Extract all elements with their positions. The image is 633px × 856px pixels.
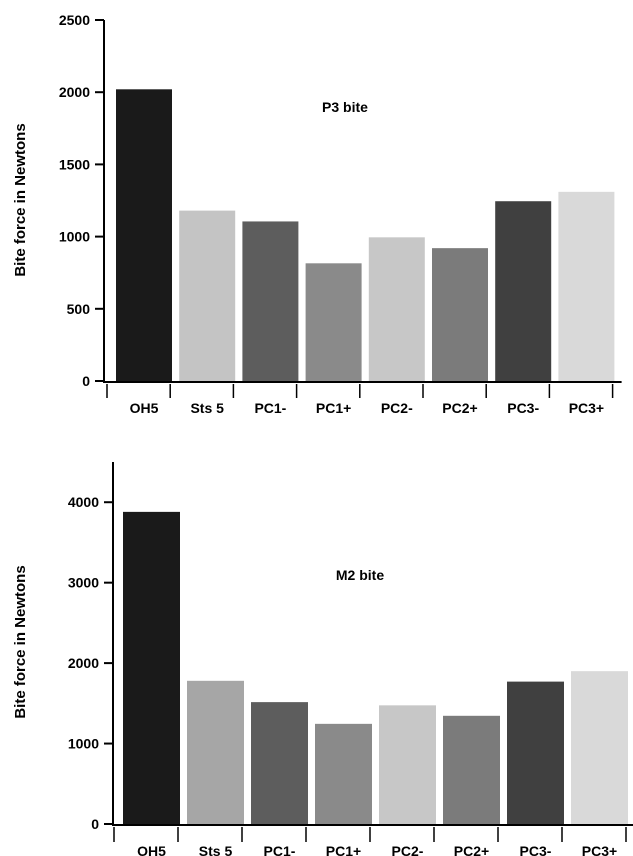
p3-bar-pc3- (495, 201, 552, 381)
m2-y-tick-label: 1000 (68, 736, 99, 752)
m2-bar-sts-5 (187, 680, 244, 824)
m2-bar-pc1- (315, 723, 372, 824)
m2-category-label: PC2+ (454, 843, 489, 856)
p3-category-label: OH5 (130, 400, 159, 416)
p3-bar-pc3- (558, 191, 615, 381)
p3-bar-pc1- (305, 263, 362, 381)
p3-y-tick-label: 500 (67, 301, 91, 317)
p3-bar-pc1- (242, 221, 299, 381)
m2-bar-pc1- (251, 702, 308, 824)
p3-bar-oh5 (116, 89, 172, 381)
m2-bar-pc3- (507, 681, 564, 824)
m2-category-label: PC3- (520, 843, 552, 856)
m2-bar-pc2- (443, 715, 500, 824)
p3-category-label: PC3- (507, 400, 539, 416)
m2-category-label: PC1- (264, 843, 296, 856)
m2-category-label: PC3+ (582, 843, 617, 856)
m2-bar-oh5 (123, 511, 180, 824)
m2-y-tick-label: 3000 (68, 575, 99, 591)
p3-y-tick-label: 0 (82, 373, 90, 389)
p3-bar-pc2- (368, 237, 425, 381)
m2-category-label: PC1+ (326, 843, 361, 856)
m2-annotation: M2 bite (336, 567, 384, 583)
m2-y-tick-label: 2000 (68, 655, 99, 671)
p3-bite-chart: 0 500 1000 1500 2000 2500 OH5 Sts 5 PC1- PC1+ PC2-… (12, 12, 622, 416)
m2-bite-chart: 0 1000 2000 3000 4000 OH5 Sts 5 PC1- PC1+ PC2- PC2… (12, 462, 633, 856)
m2-y-tick-label: 4000 (68, 494, 99, 510)
p3-annotation: P3 bite (322, 99, 368, 115)
p3-y-tick-label: 2000 (59, 84, 90, 100)
p3-category-label: PC3+ (569, 400, 604, 416)
m2-category-label: OH5 (137, 843, 166, 856)
m2-category-label: PC2- (392, 843, 424, 856)
p3-category-label: PC2+ (442, 400, 477, 416)
p3-y-tick-label: 1000 (59, 229, 90, 245)
p3-bar-sts-5 (179, 210, 236, 381)
p3-category-label: PC1- (254, 400, 286, 416)
p3-category-label: PC1+ (316, 400, 351, 416)
p3-category-label: Sts 5 (190, 400, 224, 416)
m2-category-label: Sts 5 (199, 843, 233, 856)
p3-bar-pc2- (432, 248, 488, 381)
m2-y-tick-label: 0 (91, 816, 99, 832)
m2-y-axis-title: Bite force in Newtons (12, 565, 29, 718)
m2-bar-pc2- (379, 705, 436, 824)
m2-bar-pc3- (571, 671, 628, 824)
p3-y-tick-label: 2500 (59, 12, 90, 28)
p3-y-tick-label: 1500 (59, 156, 90, 172)
p3-y-axis-title: Bite force in Newtons (12, 123, 29, 276)
p3-category-label: PC2- (381, 400, 413, 416)
